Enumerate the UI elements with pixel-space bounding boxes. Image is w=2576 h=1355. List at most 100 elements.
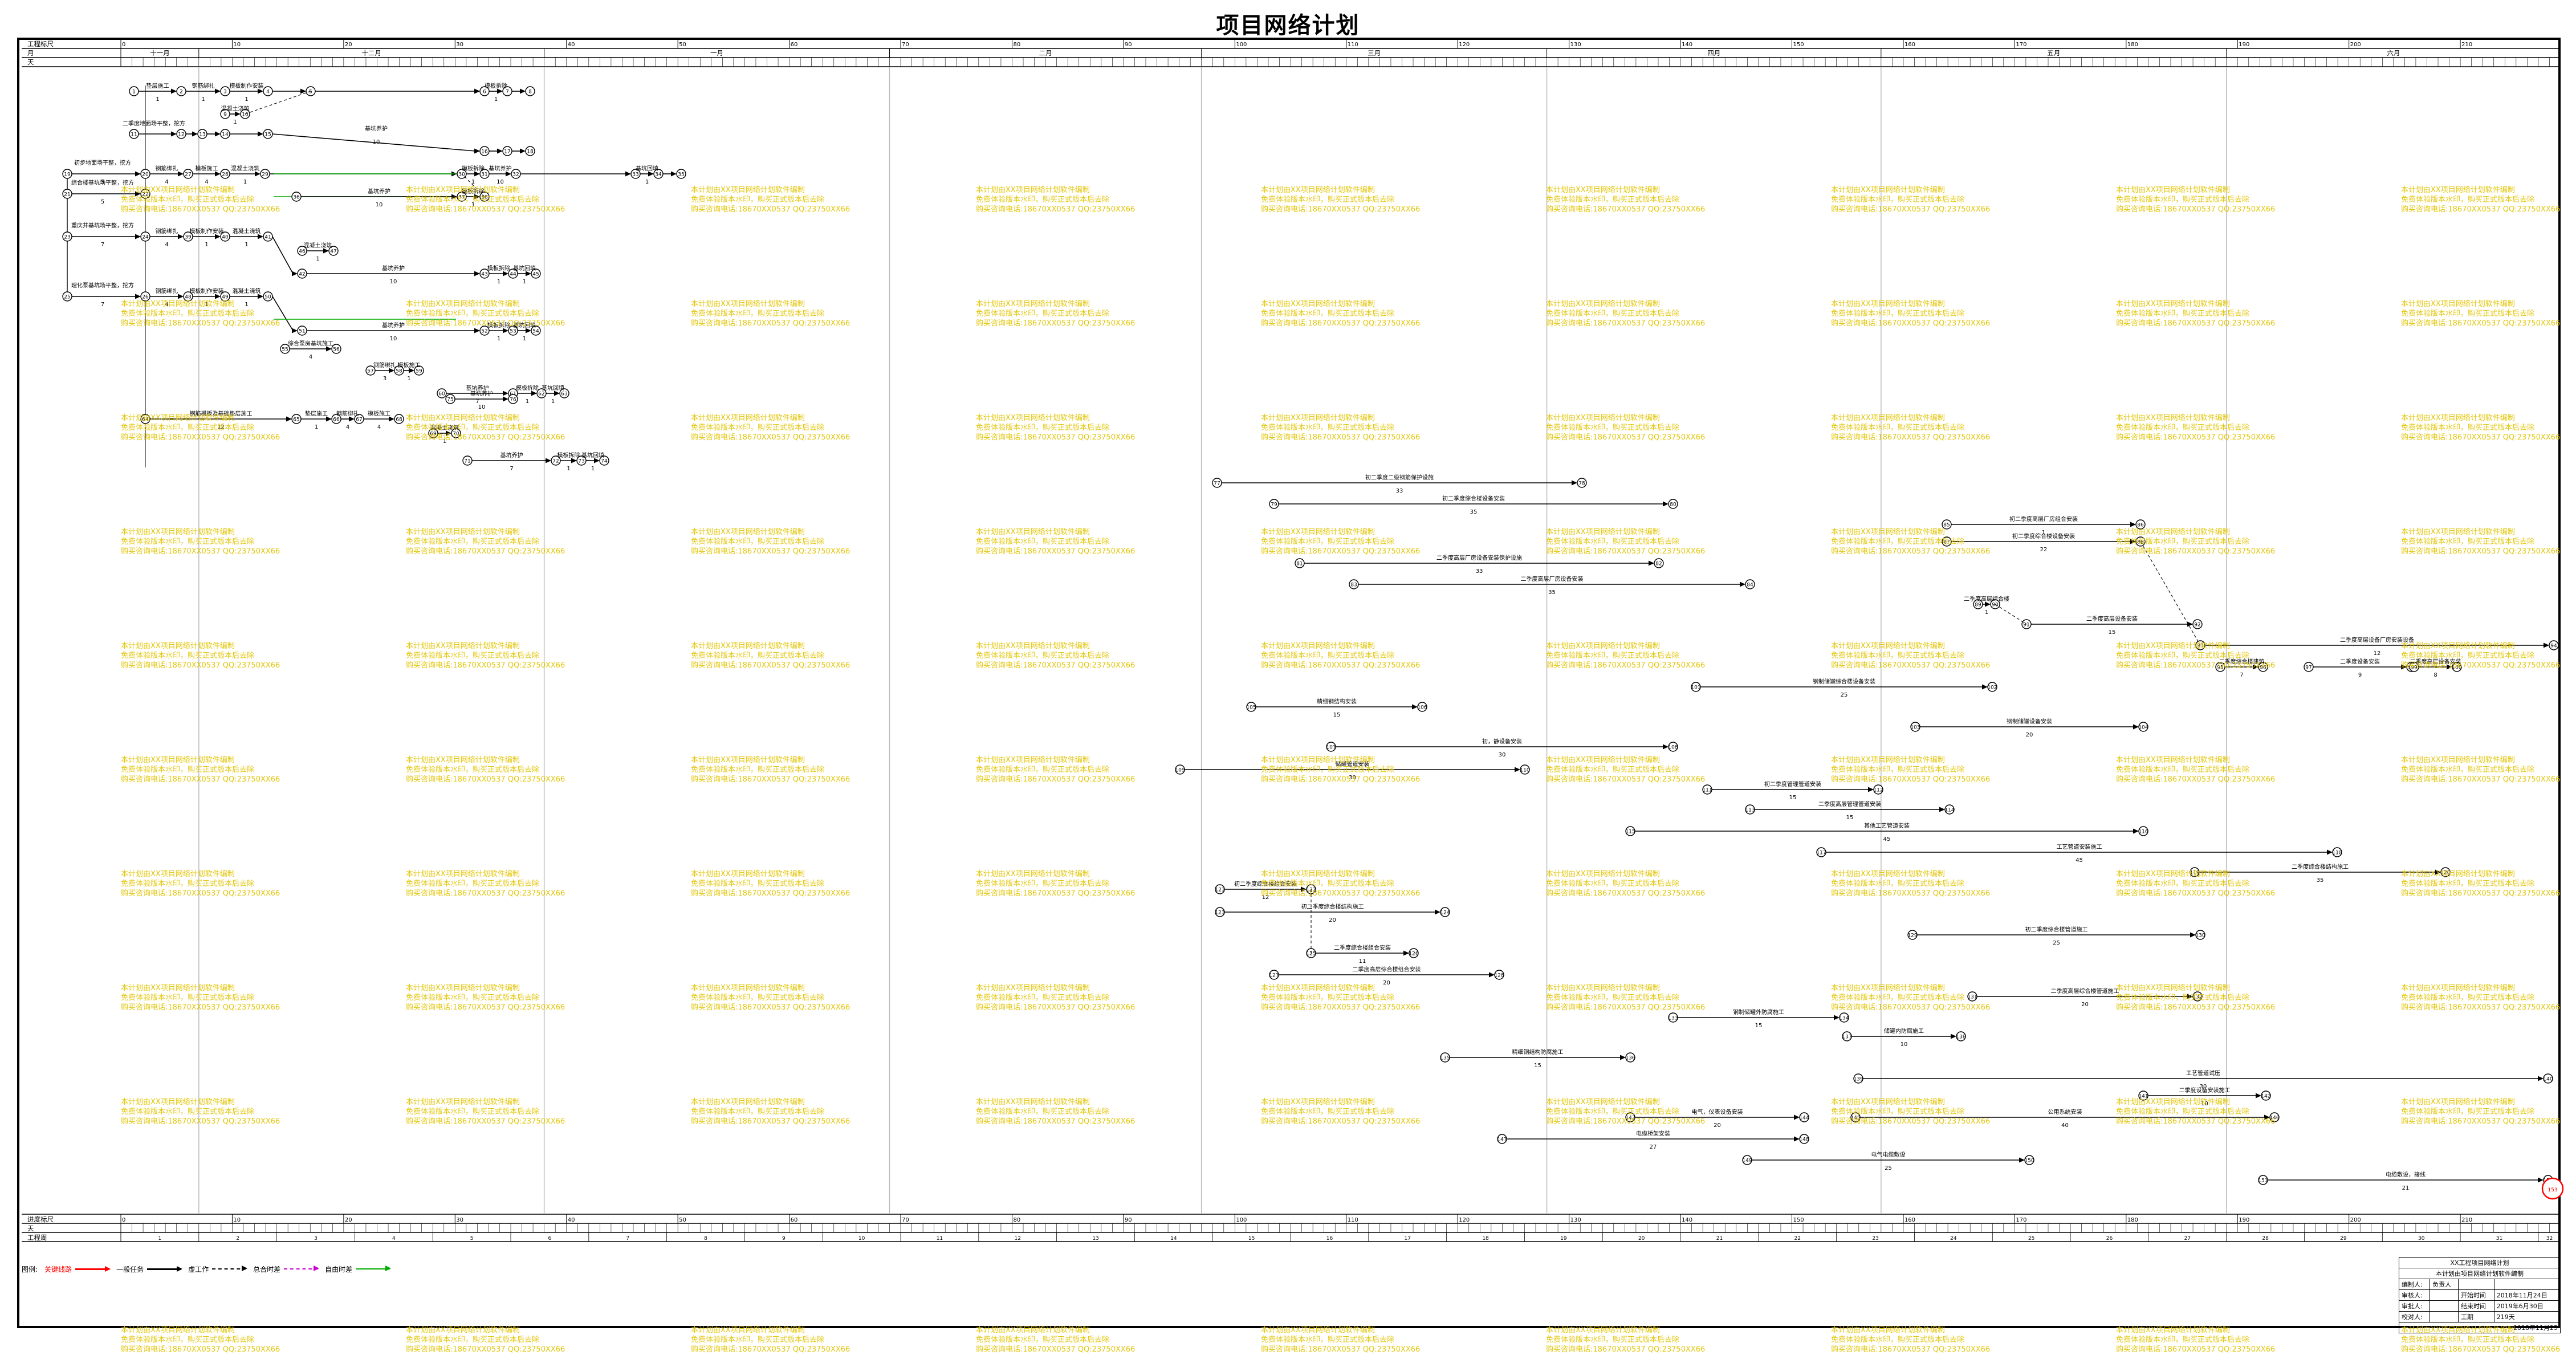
watermark-text: 本计划由XX项目网络计划软件编制 免费体验版本水印，购买正式版本后去除 购买咨询… xyxy=(406,870,565,898)
arrow-head xyxy=(497,88,503,94)
scale-tick-label: 170 xyxy=(2016,42,2026,48)
node-number: 3 xyxy=(223,89,227,95)
scale-tick-label: 160 xyxy=(1904,42,1915,48)
arrow-head xyxy=(192,131,198,137)
scale-tick-label: 150 xyxy=(1793,42,1804,48)
node-number: 16 xyxy=(481,149,488,155)
activity-label: 基坑养护 xyxy=(368,188,390,195)
watermark-text: 本计划由XX项目网络计划软件编制 免费体验版本水印，购买正式版本后去除 购买咨询… xyxy=(2116,642,2276,670)
activity-duration: 30 xyxy=(2200,1084,2207,1090)
watermark-text: 本计划由XX项目网络计划软件编制 免费体验版本水印，购买正式版本后去除 购买咨询… xyxy=(691,870,850,898)
info-cell xyxy=(2430,1289,2459,1301)
arrow-head xyxy=(286,416,292,422)
arrow-head xyxy=(474,328,480,333)
activity-label: 钢制储罐综合楼设备安装 xyxy=(1813,678,1875,685)
arrow-head xyxy=(1794,1136,1800,1142)
activity-label: 初二季度管理管道安装 xyxy=(1764,780,1821,788)
watermark-text: 本计划由XX项目网络计划软件编制 免费体验版本水印，购买正式版本后去除 购买咨询… xyxy=(2116,300,2276,328)
legend-text-normal: 一般任务 xyxy=(116,1265,144,1273)
scale-tick-label: 120 xyxy=(1459,1217,1470,1223)
node-number: 24 xyxy=(142,235,149,241)
node-number: 23 xyxy=(64,235,70,241)
scale-tick-label: 100 xyxy=(1236,1217,1247,1223)
arrow-head xyxy=(326,346,332,352)
node-number: 112 xyxy=(1873,788,1883,794)
watermark-text: 本计划由XX项目网络计划软件编制 免费体验版本水印，购买正式版本后去除 购买咨询… xyxy=(1261,984,1421,1012)
node-number: 14 xyxy=(222,132,229,138)
activity-duration: 25 xyxy=(2053,940,2060,946)
watermark-text: 本计划由XX项目网络计划软件编制 免费体验版本水印，购买正式版本后去除 购买咨询… xyxy=(2401,984,2561,1012)
node-number: 76 xyxy=(510,397,516,403)
footer-row-label: 工程周 xyxy=(27,1234,47,1242)
info-row: XX工程项目网络计划 xyxy=(2399,1257,2561,1268)
activity-label: 二季度高层管理管道安装 xyxy=(1818,800,1881,808)
node-number: 31 xyxy=(481,172,487,178)
watermark-text: 本计划由XX项目网络计划软件编制 免费体验版本水印，购买正式版本后去除 购买咨询… xyxy=(976,1326,1136,1354)
node-number: 39 xyxy=(185,235,192,241)
activity-label: 钢筋绑扎 xyxy=(336,410,359,417)
activity-arrow xyxy=(272,133,476,152)
scale-tick-label: 130 xyxy=(1570,42,1581,48)
scale-tick-label: 90 xyxy=(1125,1217,1132,1223)
node-number: 12 xyxy=(178,132,184,138)
watermark-text: 本计划由XX项目网络计划软件编制 免费体验版本水印，购买正式版本后去除 购买咨询… xyxy=(691,756,850,784)
node-number: 69 xyxy=(430,432,437,437)
dummy-arrow xyxy=(245,91,311,115)
node-number: 51 xyxy=(299,329,305,335)
node-number: 13 xyxy=(199,132,205,138)
activity-duration: 35 xyxy=(2317,877,2324,884)
arrow-head xyxy=(215,234,221,239)
activity-label: 二季度高层综合楼 xyxy=(1964,595,2009,603)
activity-label: 模板施工 xyxy=(368,410,390,417)
node-number: 9 xyxy=(223,112,227,118)
node-number: 131 xyxy=(1967,995,1977,1000)
scale-tick-label: 190 xyxy=(2239,42,2249,48)
watermark-text: 本计划由XX项目网络计划软件编制 免费体验版本水印，购买正式版本后去除 购买咨询… xyxy=(1261,414,1421,442)
activity-duration: 15 xyxy=(2109,629,2116,636)
arrow-head xyxy=(2256,1093,2261,1098)
scale-tick-label: 0 xyxy=(122,42,125,48)
activity-label: 初步地面场平整，挖方 xyxy=(74,159,131,166)
week-label: 2 xyxy=(236,1236,239,1242)
node-number: 147 xyxy=(1497,1137,1507,1143)
arrow-head xyxy=(506,171,511,177)
legend-swatch-free-float xyxy=(356,1266,392,1271)
activity-label: 钢制储罐外防腐施工 xyxy=(1733,1008,1784,1016)
arrow-head xyxy=(474,194,480,200)
arrow-head xyxy=(474,171,480,177)
activity-duration: 1 xyxy=(245,242,248,248)
header-row-label: 天 xyxy=(27,58,34,66)
activity-label: 钢筋绑扎 xyxy=(192,82,215,89)
node-number: 124 xyxy=(1440,910,1450,916)
scale-tick-label: 150 xyxy=(1793,1217,1804,1223)
activity-label: 混凝土浇筑 xyxy=(233,287,261,295)
node-number: 115 xyxy=(1625,829,1635,835)
scale-tick-label: 160 xyxy=(1904,1217,1915,1223)
watermark-text: 本计划由XX项目网络计划软件编制 免费体验版本水印，购买正式版本后去除 购买咨询… xyxy=(691,528,850,556)
activity-duration: 1 xyxy=(2042,530,2045,536)
activity-duration: 1 xyxy=(551,398,555,405)
activity-label: 垫层施工 xyxy=(146,82,169,89)
watermark-text: 本计划由XX项目网络计划软件编制 免费体验版本水印，购买正式版本后去除 购买咨询… xyxy=(1831,870,1991,898)
activity-duration: 5 xyxy=(101,179,104,185)
week-label: 10 xyxy=(858,1236,865,1242)
activity-label: 模板拆除 xyxy=(485,82,507,89)
watermark-text: 本计划由XX项目网络计划软件编制 免费体验版本水印，购买正式版本后去除 购买咨询… xyxy=(1546,756,1706,784)
arrow-head xyxy=(2538,1076,2544,1081)
node-number: 109 xyxy=(1175,768,1185,774)
node-number: 4 xyxy=(266,89,270,95)
activity-duration: 1 xyxy=(315,424,318,430)
activity-label: 二季度高层设备安装 xyxy=(2086,615,2138,622)
week-label: 16 xyxy=(1326,1236,1333,1242)
node-number: 53 xyxy=(510,329,516,335)
activity-duration: 10 xyxy=(390,279,397,285)
scale-tick-label: 100 xyxy=(1236,42,1247,48)
arrow-head xyxy=(503,328,508,333)
activity-duration: 1 xyxy=(567,466,570,472)
info-cell xyxy=(2430,1311,2459,1323)
watermark-text: 本计划由XX项目网络计划软件编制 免费体验版本水印，购买正式版本后去除 购买咨询… xyxy=(406,642,565,670)
scale-tick-label: 20 xyxy=(345,42,352,48)
arrow-head xyxy=(215,131,221,137)
activity-duration: 1 xyxy=(523,336,526,342)
activity-label: 初二季度综合楼组合安装 xyxy=(1234,880,1297,888)
